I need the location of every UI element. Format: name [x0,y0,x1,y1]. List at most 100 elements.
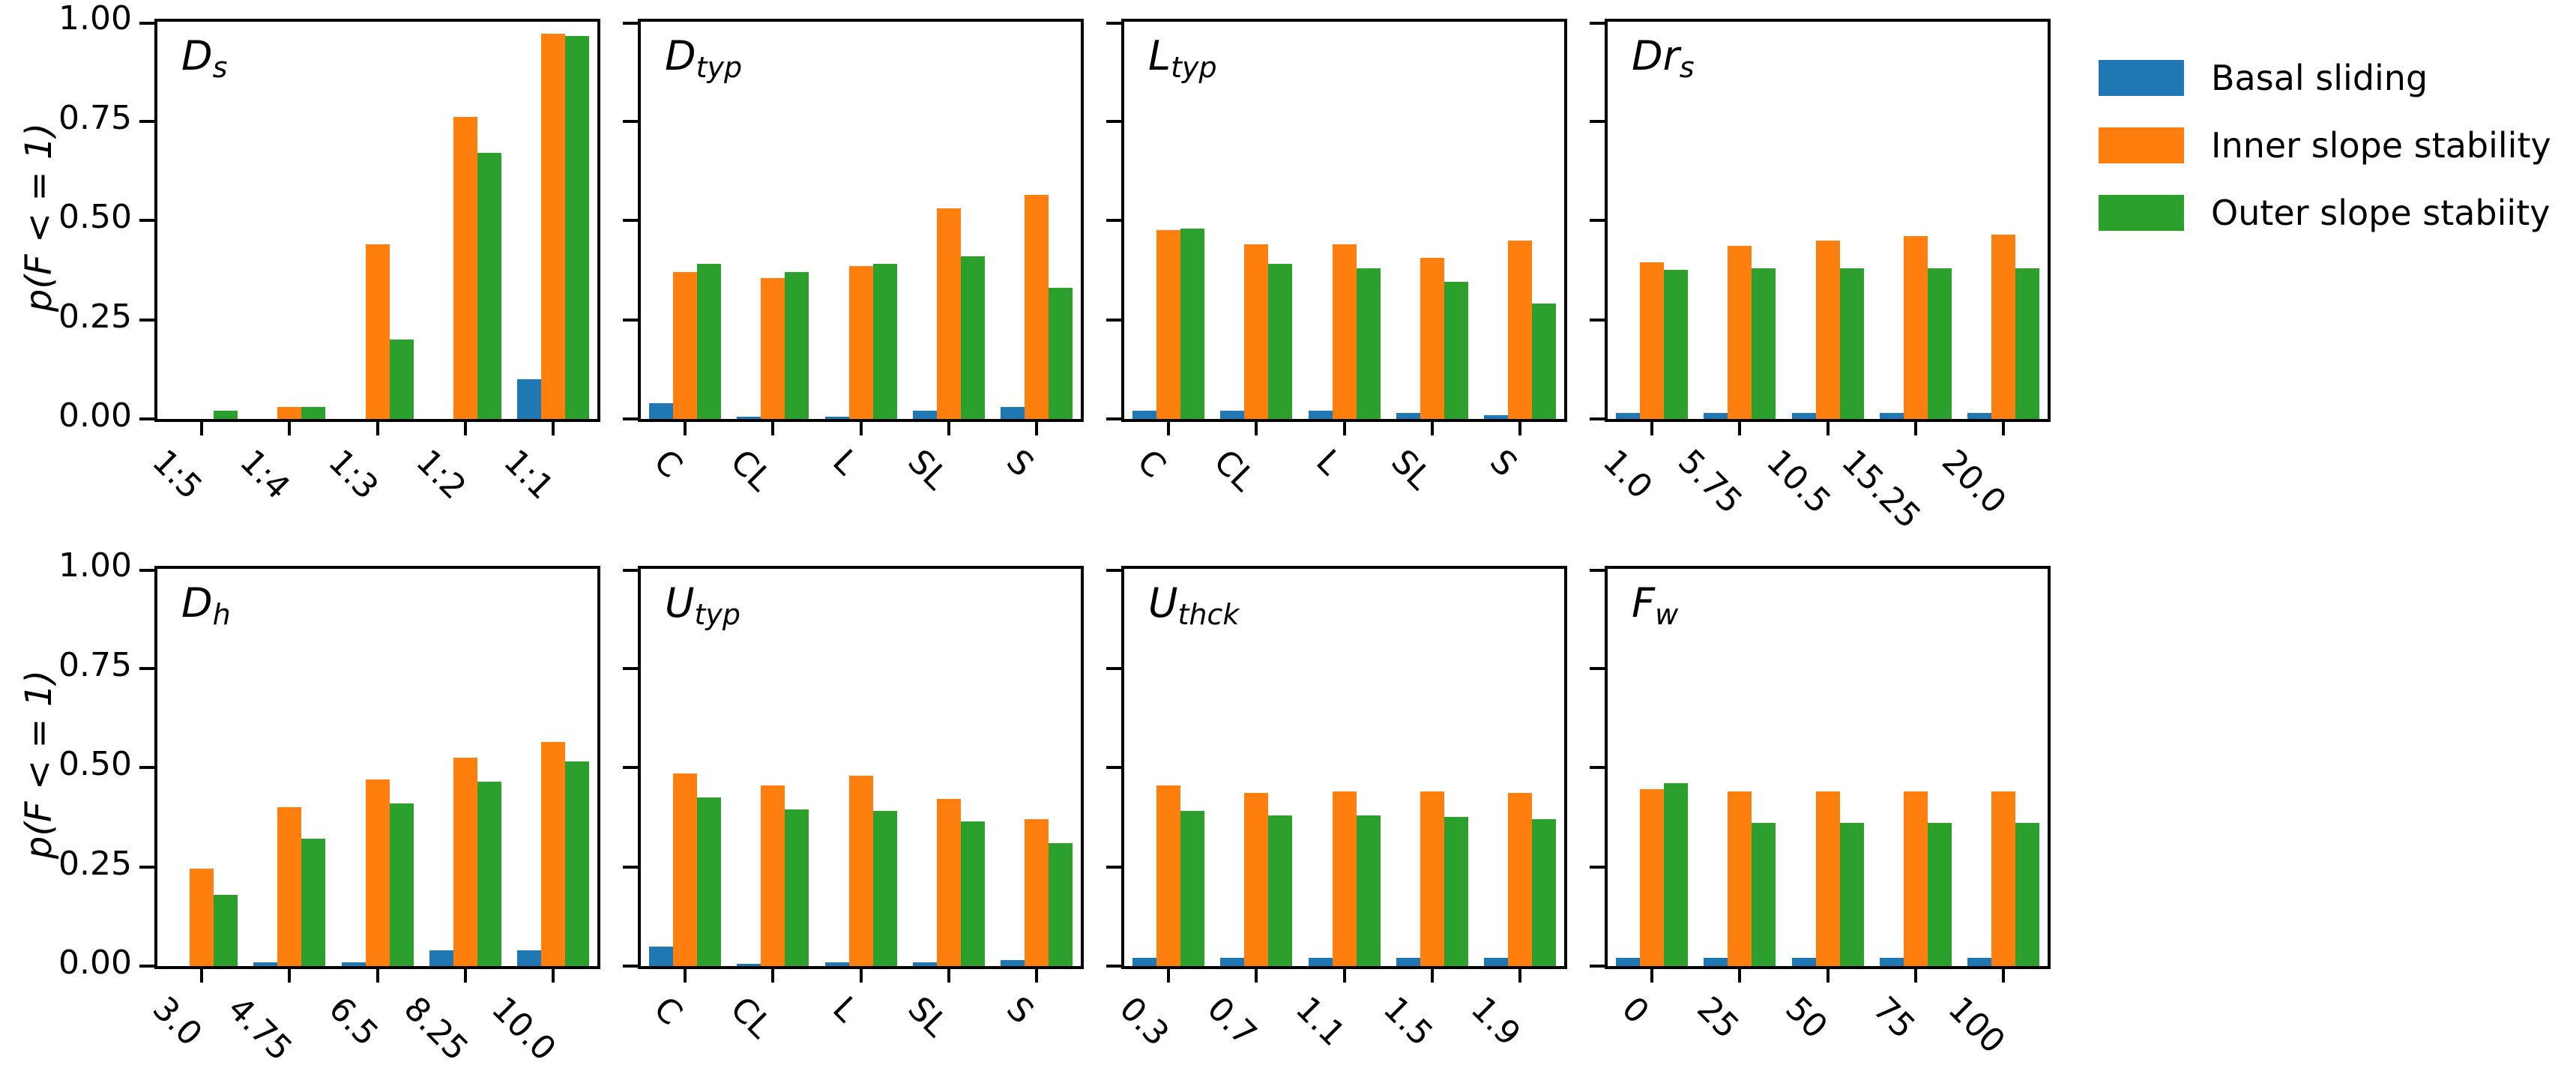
bar-outer-Uthck [1356,815,1381,966]
y-tick [1590,318,1608,322]
y-tick [623,22,641,25]
bar-basal-Ltyp [1396,413,1420,419]
bar-outer-Drs [2015,268,2040,419]
x-tick [1518,966,1522,983]
y-tick [1590,219,1608,222]
x-tick [1035,419,1039,435]
bar-basal-Fw [1615,958,1640,966]
y-tick [1590,766,1608,769]
legend-label-inner: Inner slope stability [2211,125,2551,166]
x-tick-label: SL [900,989,956,1045]
x-tick-label: L [824,989,865,1030]
y-tick-label: 1.00 [58,0,132,37]
bar-outer-Ltyp [1532,304,1557,419]
y-tick-label: 0.75 [58,98,132,137]
bar-inner-Drs [1815,240,1840,419]
subplot-Fw: Fw 0 25 50 75 100 [1590,566,2051,1061]
y-tick [1106,119,1124,123]
legend: Basal sliding Inner slope stability Outer … [2099,0,2576,300]
bar-basal-Dtyp [1001,407,1025,419]
x-tick-label: 1.9 [1464,989,1528,1054]
x-tick-label: 0.7 [1199,989,1264,1054]
legend-label-basal: Basal sliding [2211,58,2428,98]
x-tick-label: CL [723,442,779,499]
x-tick-label: CL [723,989,779,1046]
bar-inner-Utyp [936,799,961,966]
x-tick-label: 1:4 [232,442,298,507]
bar-inner-Drs [1728,246,1752,419]
bar-inner-Dtyp [1025,194,1049,419]
x-tick [1826,419,1830,435]
bar-inner-Fw [1991,791,2016,966]
y-tick [139,417,157,420]
bar-outer-Uthck [1268,815,1293,966]
legend-label-outer: Outer slope stabiity [2211,193,2551,233]
x-tick [1342,419,1346,435]
bar-basal-Dtyp [824,417,849,419]
bar-inner-Utyp [672,773,697,966]
bar-inner-Drs [1991,234,2016,419]
panel-title-Ds: Ds [181,32,228,84]
bar-outer-Dtyp [696,264,721,419]
bar-inner-Uthck [1508,793,1533,966]
bar-basal-Fw [1967,958,1992,966]
y-tick-label: 0.25 [58,844,132,883]
x-tick-label: S [999,989,1042,1031]
x-tick-label: 4.75 [220,989,300,1068]
y-tick [1590,569,1608,572]
x-tick-label: 100 [1940,989,2013,1061]
bar-basal-Fw [1791,958,1816,966]
bar-inner-Fw [1903,791,1928,966]
bar-inner-Dh [277,807,302,966]
y-tick [1590,417,1608,420]
bar-outer-Ltyp [1268,264,1293,419]
x-tick [1913,419,1917,435]
bar-inner-Drs [1639,262,1664,419]
y-tick [623,766,641,769]
bar-inner-Fw [1815,791,1840,966]
bar-basal-Uthck [1484,958,1509,966]
x-tick-label: L [1308,442,1348,483]
panel-title-Ltyp: Ltyp [1148,32,1217,84]
bar-inner-Fw [1639,789,1664,966]
legend-swatch-inner [2099,127,2184,163]
y-tick-label: 0.50 [58,198,132,236]
x-tick-label: C [646,989,690,1033]
bar-inner-Dh [453,757,477,966]
bar-inner-Dh [541,741,566,966]
bar-inner-Ds [277,407,302,419]
bar-outer-Dh [477,781,501,966]
bar-inner-Ltyp [1332,244,1357,419]
bar-inner-Utyp [761,785,785,966]
bar-basal-Drs [1879,413,1904,419]
y-tick [623,965,641,968]
x-tick [1650,966,1653,983]
bar-basal-Drs [1704,413,1728,419]
bar-inner-Dtyp [848,265,873,419]
x-tick-label: C [1129,442,1173,486]
bar-basal-Dtyp [648,402,673,419]
y-tick [623,119,641,123]
bar-basal-Drs [1967,413,1992,419]
panel-title-Fw: Fw [1632,579,1679,631]
bar-basal-Ltyp [1308,411,1333,419]
bar-basal-Dh [341,962,366,966]
bar-inner-Dtyp [936,208,961,419]
bar-basal-Fw [1704,958,1728,966]
x-tick [1035,966,1039,983]
x-tick [947,419,950,435]
x-tick [1826,966,1830,983]
y-tick [1106,865,1124,869]
x-tick [199,966,203,983]
x-tick [1166,966,1170,983]
x-tick [552,419,555,435]
x-tick [859,966,863,983]
x-tick-label: 20.0 [1934,442,2014,522]
y-tick-label: 0.00 [58,944,132,982]
x-tick-label: 1:3 [320,442,385,507]
subplot-Ltyp: Ltyp C CL L SL S [1106,19,1567,498]
bar-inner-Uthck [1156,785,1180,966]
bar-outer-Fw [1663,783,1688,966]
y-tick [623,865,641,869]
